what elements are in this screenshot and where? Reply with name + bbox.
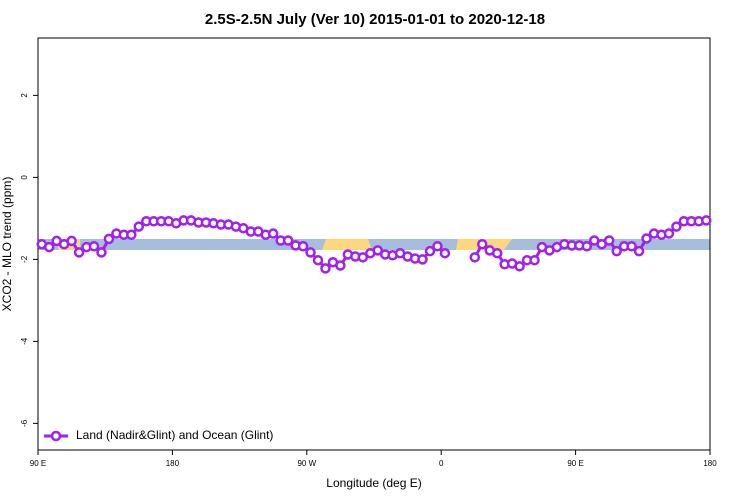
data-point [663, 228, 675, 239]
x-axis-label: Longitude (deg E) [326, 476, 421, 490]
data-point [103, 233, 115, 245]
data-point [282, 235, 294, 246]
data-point [701, 215, 712, 226]
data-point [320, 263, 331, 274]
x-tick-label: 90 W [297, 459, 316, 468]
data-point [641, 233, 652, 244]
data-point [417, 254, 428, 265]
chart-title: 2.5S-2.5N July (Ver 10) 2015-01-01 to 20… [205, 11, 545, 28]
data-point [297, 241, 309, 252]
ocean-band [38, 239, 710, 250]
data-point [611, 245, 622, 257]
data-point [603, 235, 615, 246]
y-tick-label: -2 [20, 255, 29, 263]
data-point [372, 245, 383, 256]
x-tick-label: 90 E [30, 459, 46, 468]
data-point [469, 252, 481, 263]
data-point [357, 252, 369, 263]
data-point [432, 241, 443, 252]
y-tick-label: -6 [20, 419, 29, 427]
data-point [66, 235, 77, 247]
data-point [305, 247, 316, 258]
data-point [626, 241, 637, 252]
data-point [335, 260, 346, 271]
data-point [88, 241, 100, 252]
data-point [133, 221, 145, 232]
data-point [267, 228, 279, 239]
land-band [322, 239, 372, 250]
y-axis-label: XCO2 - MLO trend (ppm) [0, 177, 14, 312]
x-tick-label: 180 [166, 459, 180, 468]
y-tick-label: 0 [20, 175, 29, 180]
legend-marker [50, 430, 62, 442]
data-point [671, 221, 682, 232]
data-point [581, 241, 593, 252]
x-tick-label: 0 [439, 459, 444, 468]
data-point [312, 254, 324, 266]
x-tick-label: 90 E [567, 459, 583, 468]
legend-label: Land (Nadir&Glint) and Ocean (Glint) [76, 428, 273, 442]
data-point [73, 247, 85, 258]
data-point [43, 241, 55, 253]
data-point [439, 247, 451, 259]
data-point [491, 247, 503, 259]
y-tick-label: 2 [20, 93, 29, 98]
y-tick-label: -4 [20, 337, 29, 345]
data-point [633, 245, 645, 257]
x-tick-label: 180 [703, 459, 717, 468]
data-point [529, 254, 540, 266]
data-point [477, 238, 488, 250]
data-point [424, 245, 436, 257]
data-point [96, 247, 107, 258]
data-point [514, 261, 525, 272]
data-point [126, 229, 137, 241]
